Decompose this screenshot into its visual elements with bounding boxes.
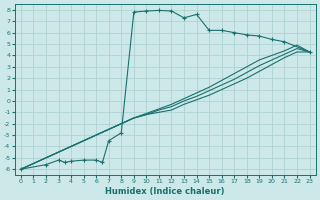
- X-axis label: Humidex (Indice chaleur): Humidex (Indice chaleur): [106, 187, 225, 196]
